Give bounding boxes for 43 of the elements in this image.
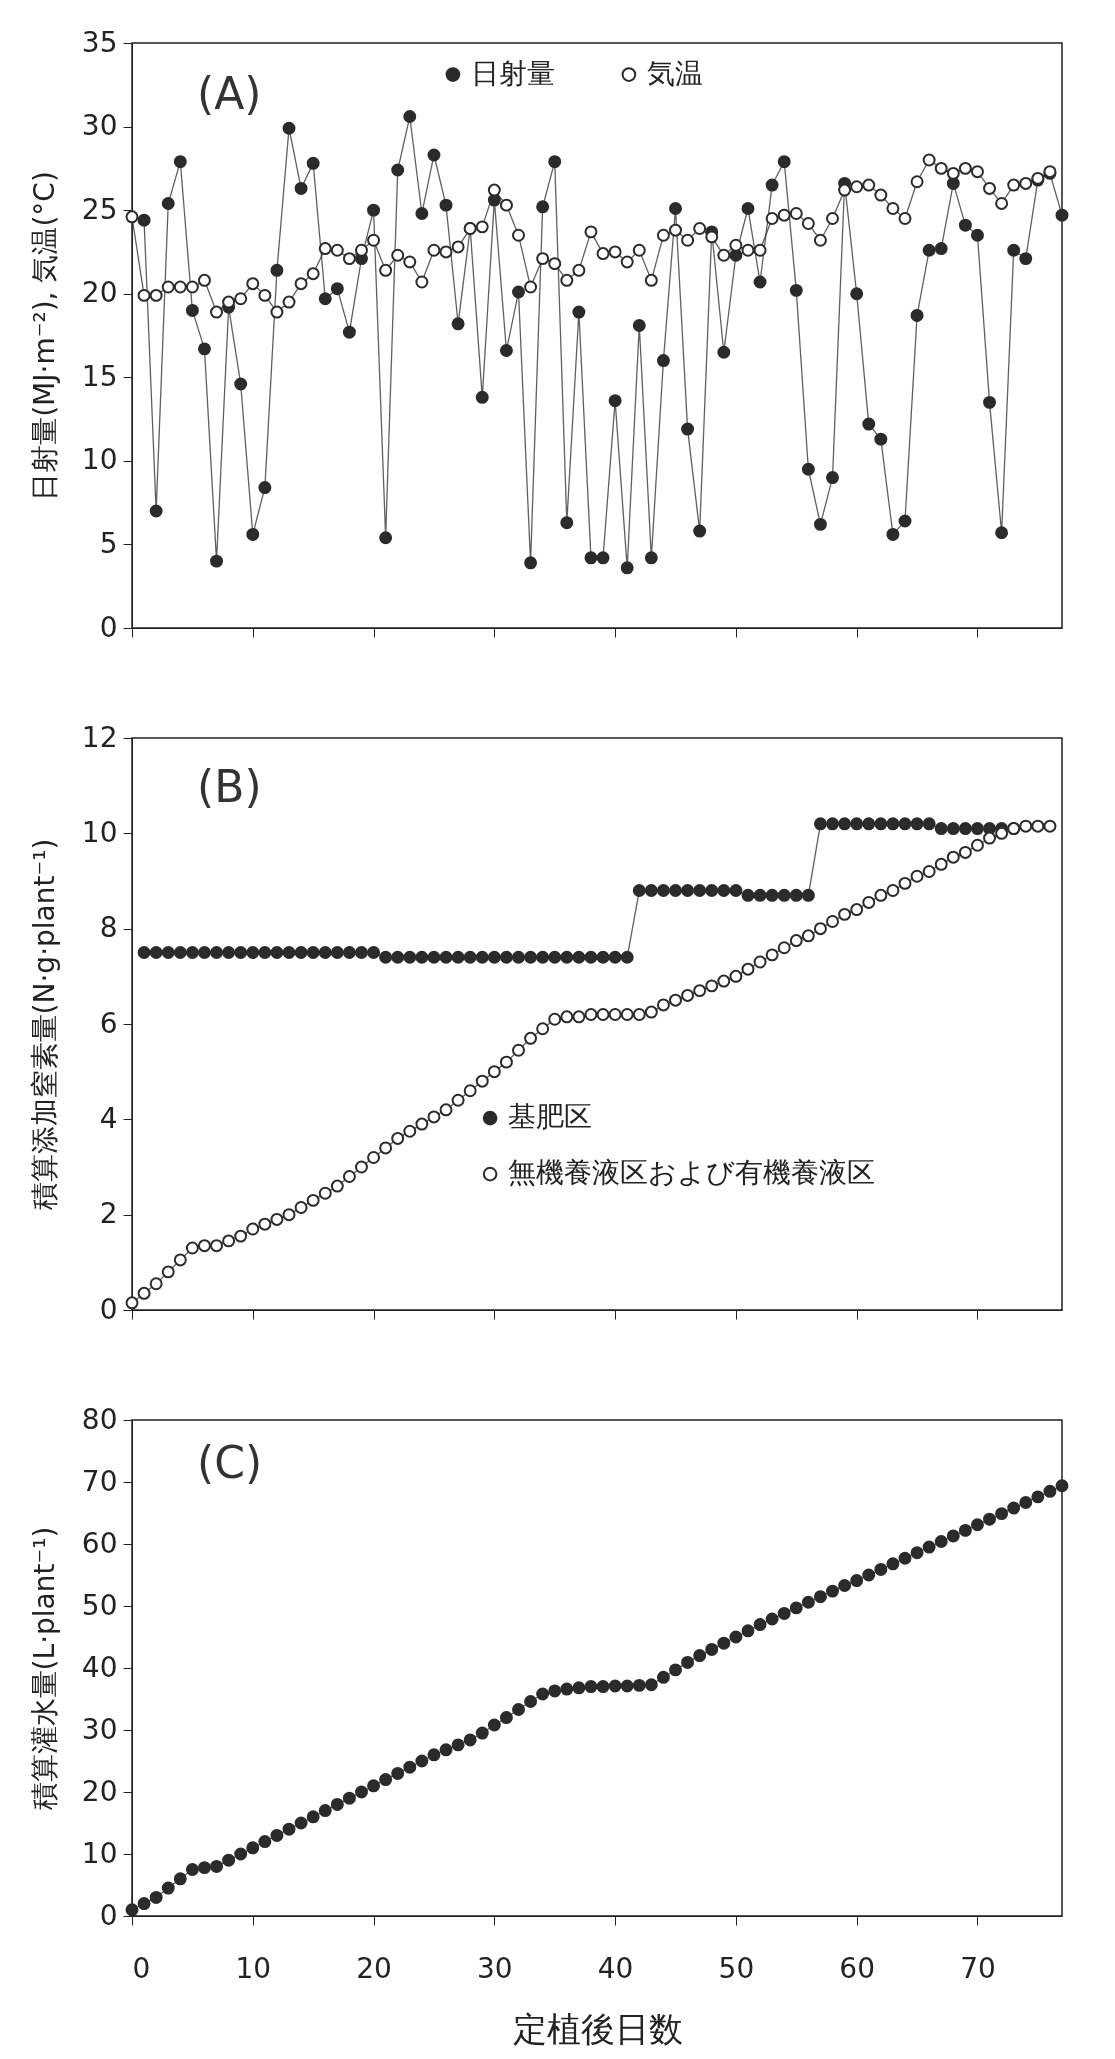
- legend-label: 基肥区: [508, 1100, 593, 1134]
- x-tick-label: 10: [235, 1951, 272, 1985]
- x-tick-label: 0: [132, 1951, 151, 1985]
- y-tick-label: 8: [99, 911, 118, 945]
- y-tick-label: 15: [81, 359, 118, 393]
- legend-label: 日射量: [470, 56, 555, 90]
- x-tick-label: 50: [718, 1951, 755, 1985]
- y-tick-label: 40: [81, 1650, 118, 1684]
- x-tick-label: 40: [597, 1951, 634, 1985]
- y-tick-label: 50: [81, 1588, 118, 1622]
- x-tick-label: 20: [356, 1951, 392, 1985]
- y-tick-label: 10: [81, 443, 118, 477]
- annotation: (A): [197, 67, 262, 119]
- y-tick-label: 70: [81, 1464, 118, 1498]
- y-tick-label: 12: [81, 720, 118, 754]
- y-tick-label: 2: [99, 1197, 118, 1231]
- y-axis-title: 積算添加窒素量(N·g·plant⁻¹): [27, 838, 61, 1211]
- y-tick-label: 60: [81, 1526, 118, 1560]
- y-tick-label: 0: [99, 1898, 118, 1932]
- y-tick-label: 20: [81, 276, 118, 310]
- x-tick-label: 60: [839, 1951, 875, 1985]
- y-tick-label: 35: [81, 25, 118, 59]
- y-tick-label: 30: [81, 109, 118, 143]
- y-tick-label: 10: [81, 1836, 118, 1870]
- legend-label: 無機養液区および有機養液区: [508, 1156, 876, 1190]
- x-tick-label: 30: [477, 1951, 513, 1985]
- y-tick-label: 25: [81, 192, 118, 226]
- y-tick-label: 80: [81, 1402, 118, 1436]
- x-axis-title: 定植後日数: [512, 2008, 683, 2049]
- annotation: (C): [197, 1436, 263, 1488]
- y-tick-label: 20: [81, 1774, 118, 1808]
- y-tick-label: 6: [99, 1006, 118, 1040]
- y-tick-label: 30: [81, 1712, 118, 1746]
- x-tick-label: 70: [960, 1951, 996, 1985]
- y-tick-label: 10: [81, 815, 118, 849]
- y-axis-title: 日射量(MJ·m⁻²), 気温(°C): [27, 171, 61, 501]
- y-tick-label: 0: [99, 1292, 118, 1326]
- y-tick-label: 4: [99, 1101, 118, 1135]
- annotation: (B): [197, 761, 262, 813]
- y-tick-label: 5: [99, 526, 118, 560]
- legend-label: 気温: [646, 56, 703, 90]
- y-tick-label: 0: [99, 610, 118, 644]
- y-axis-title: 積算灌水量(L·plant⁻¹): [27, 1526, 61, 1811]
